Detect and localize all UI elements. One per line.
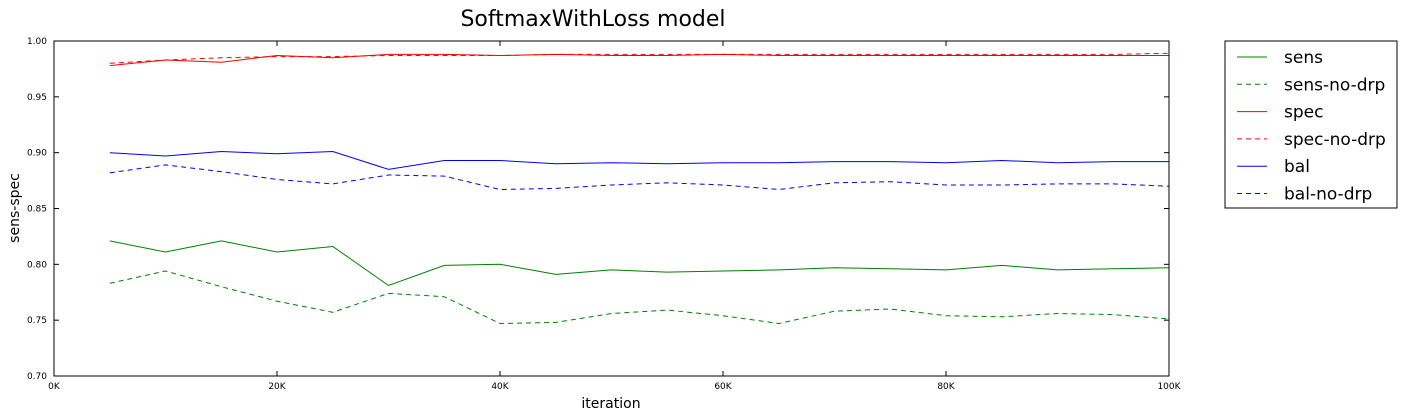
series-layer: [109, 52, 1170, 325]
y-axis-label: sens-spec: [7, 173, 23, 243]
legend-label: spec-no-drp: [1284, 130, 1386, 150]
x-tick-label: 40K: [491, 382, 509, 392]
series-line-spec-no-drp: [109, 52, 1170, 64]
series-line-bal-no-drp: [109, 164, 1170, 191]
y-tick-label: 0.75: [27, 316, 47, 326]
y-tick-label: 0.80: [27, 260, 47, 270]
ticks-layer: 0K 20K 40K 60K 80K 100K 0.70 0.75 0.80 0.85 0.90 0.…: [27, 37, 1182, 392]
legend-label: spec: [1284, 103, 1323, 123]
chart-title: SoftmaxWithLoss model: [460, 7, 725, 32]
legend-box: [1224, 40, 1398, 209]
legend-label: bal-no-drp: [1284, 185, 1372, 205]
x-tick-label: 80K: [937, 382, 955, 392]
y-tick-label: 0.90: [27, 149, 47, 159]
plot-area: [53, 40, 1170, 377]
y-tick-label: 1.00: [27, 37, 47, 47]
legend-label: bal: [1284, 157, 1310, 177]
x-tick-label: 0K: [48, 382, 61, 392]
x-tick-label: 20K: [268, 382, 286, 392]
legend-label: sens: [1284, 48, 1323, 68]
y-tick-label: 0.70: [27, 372, 47, 382]
y-tick-label: 0.85: [27, 205, 47, 215]
legend: sens sens-no-drp spec spec-no-drp bal bal-no-…: [1224, 40, 1398, 209]
series-line-sens: [109, 240, 1170, 287]
x-axis-label: iteration: [581, 396, 640, 412]
x-tick-label: 60K: [714, 382, 732, 392]
series-line-spec: [109, 53, 1169, 67]
series-line-bal: [109, 150, 1169, 170]
y-tick-label: 0.95: [27, 93, 47, 103]
series-line-sens-no-drp: [109, 270, 1170, 325]
legend-label: sens-no-drp: [1284, 75, 1385, 95]
x-tick-label: 100K: [1157, 382, 1181, 392]
